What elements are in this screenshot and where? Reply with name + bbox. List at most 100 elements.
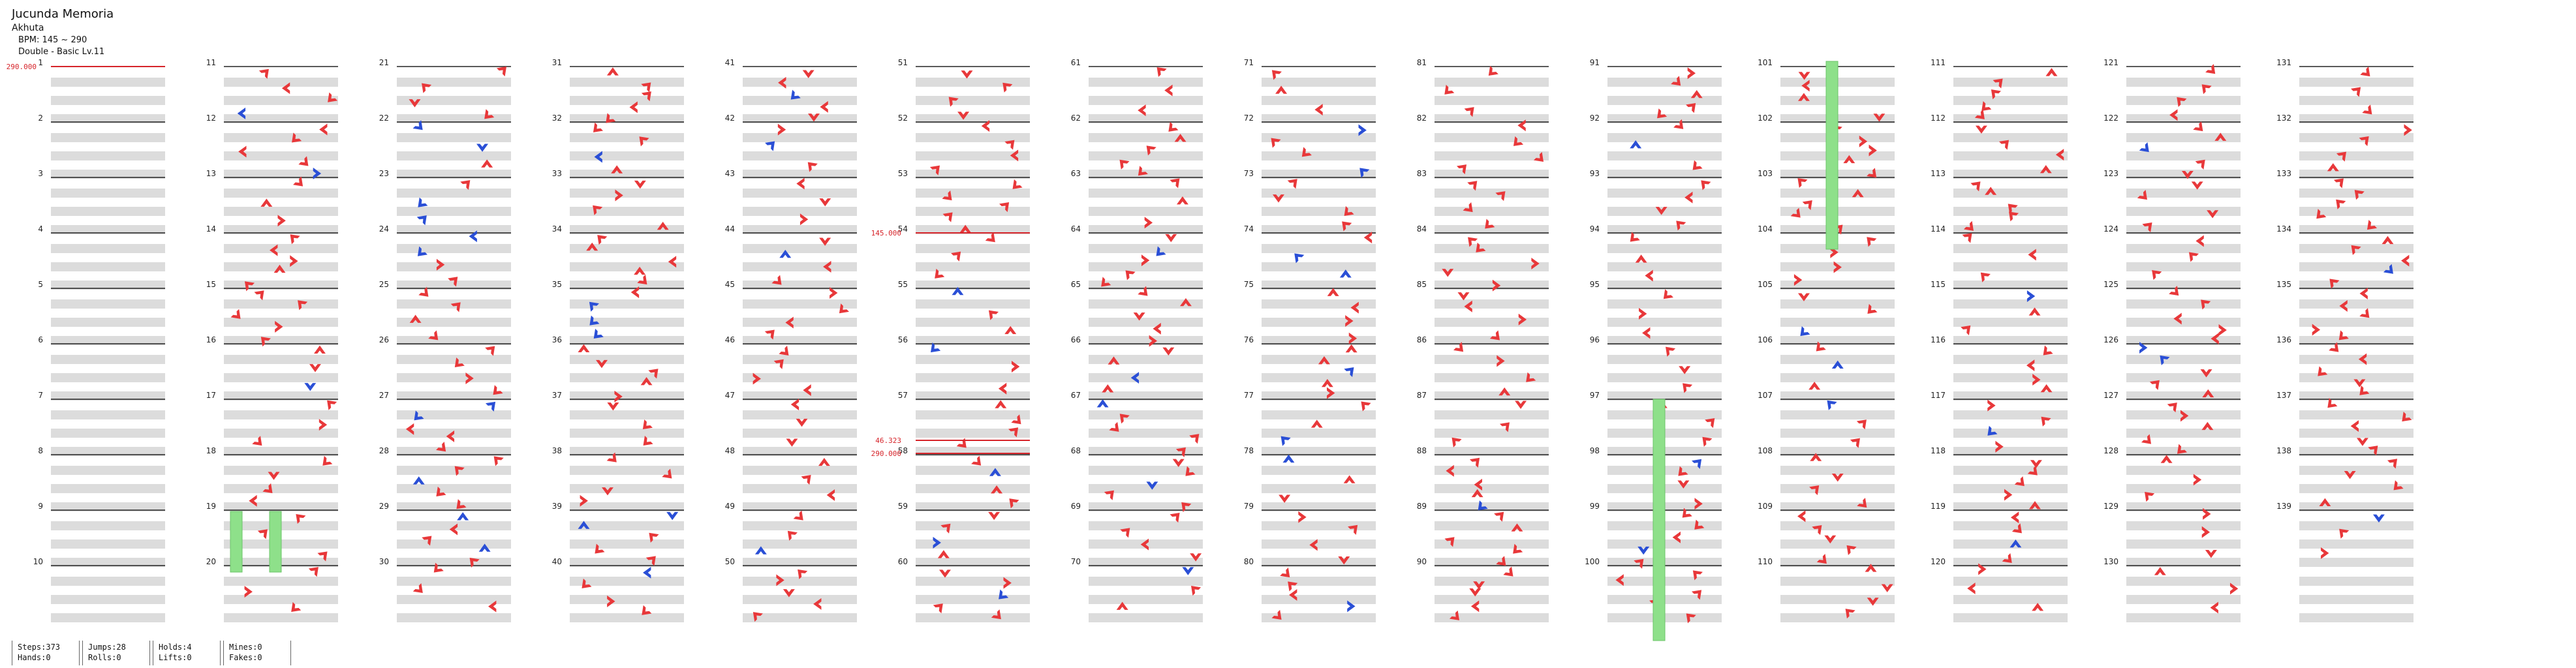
measure-number: 36 (552, 335, 562, 344)
measure-43: 43 (725, 169, 857, 234)
measure-number: 88 (1417, 446, 1427, 455)
arrow-shape (1830, 246, 1839, 258)
arrow-icon (818, 457, 830, 466)
measure-123: 123 (2103, 169, 2241, 234)
arrow-shape (317, 551, 328, 562)
arrow-icon (657, 221, 669, 230)
bpm-change-label: 145.000 (871, 229, 901, 237)
lane-band (1607, 114, 1722, 123)
arrow-icon (1343, 475, 1356, 483)
arrow-shape (1185, 466, 1196, 476)
measure-112: 112 (1931, 114, 2068, 179)
arrow-shape (937, 550, 950, 558)
arrow-shape (1345, 344, 1358, 353)
arrow-icon (779, 249, 792, 258)
arrow-shape (1470, 600, 1480, 613)
arrow-icon (448, 277, 458, 287)
lane-band (397, 466, 511, 475)
arrow-icon (2045, 68, 2058, 76)
measure-11: 11 (206, 58, 338, 123)
arrow-shape (1867, 237, 1877, 247)
arrow-icon (981, 120, 990, 132)
arrow-shape (1363, 232, 1373, 244)
lane-band (397, 410, 511, 419)
arrow-icon (1963, 220, 1974, 231)
arrow-icon (2139, 342, 2148, 354)
arrow-icon (2137, 190, 2147, 200)
arrow-shape (244, 281, 255, 292)
arrow-shape (957, 112, 970, 120)
arrow-icon (1009, 498, 1019, 509)
arrow-shape (2010, 511, 2019, 524)
lane-band (916, 373, 1030, 382)
arrow-shape (1793, 274, 1803, 286)
measure-number: 124 (2103, 224, 2118, 234)
lane-band (397, 447, 511, 456)
arrow-shape (1517, 119, 1526, 132)
arrow-icon (244, 586, 253, 598)
measure-number: 109 (1758, 502, 1773, 511)
measure-number: 99 (1590, 502, 1600, 511)
arrow-icon (496, 67, 507, 77)
arrow-icon (2229, 583, 2239, 595)
arrow-shape (2152, 270, 2162, 281)
lane-band (743, 78, 857, 87)
lane-band (570, 410, 684, 419)
arrow-icon (957, 112, 970, 120)
lane-band (1953, 521, 2068, 530)
arrow-shape (2214, 132, 2227, 141)
lane-band (51, 429, 165, 438)
measure-number: 95 (1590, 280, 1600, 289)
measure-58: 58 (898, 446, 1030, 511)
arrow-icon (298, 300, 308, 311)
arrow-shape (2319, 498, 2331, 506)
arrow-icon (1287, 179, 1297, 189)
arrow-shape (1985, 187, 1997, 195)
measure-35: 35 (552, 280, 684, 345)
arrow-icon (773, 359, 784, 369)
measure-76: 76 (1244, 335, 1376, 401)
arrow-shape (1133, 312, 1145, 321)
arrow-shape (2169, 286, 2179, 296)
lane-band (2126, 78, 2241, 87)
arrow-shape (773, 359, 784, 369)
arrow-icon (643, 435, 653, 446)
arrow-shape (2205, 64, 2216, 74)
arrow-icon (2002, 553, 2012, 564)
measure-34: 34 (552, 224, 684, 290)
arrow-shape (1974, 109, 1985, 119)
lane-band (1435, 373, 1549, 382)
arrow-icon (1692, 459, 1702, 469)
arrow-shape (1797, 510, 1806, 523)
arrow-icon (1451, 437, 1462, 448)
measure-number: 137 (2276, 391, 2291, 400)
arrow-shape (1859, 135, 1868, 147)
arrow-shape (991, 609, 1001, 620)
lane-band (916, 558, 1030, 567)
arrow-shape (802, 70, 815, 78)
lane-band (916, 170, 1030, 179)
lane-band (1607, 299, 1722, 309)
lane-band (397, 558, 511, 567)
arrow-shape (2359, 308, 2370, 318)
measure-26: 26 (379, 335, 511, 401)
lane-band (2299, 114, 2413, 123)
lane-band (916, 244, 1030, 253)
arrow-shape (981, 120, 990, 132)
arrow-shape (2010, 539, 2022, 548)
arrow-shape (450, 302, 461, 312)
arrow-shape (578, 521, 590, 529)
arrow-shape (640, 377, 653, 386)
measure-number: 21 (379, 58, 389, 67)
arrow-icon (2043, 345, 2053, 356)
arrow-icon (412, 476, 425, 485)
arrow-icon (2387, 459, 2398, 469)
lane-band (1953, 281, 2068, 290)
measure-85: 85 (1417, 280, 1549, 345)
arrow-icon (2154, 567, 2166, 575)
arrow-shape (2139, 142, 2149, 153)
lane-band (743, 410, 857, 419)
arrow-icon (2359, 385, 2370, 395)
measure-7: 7 (38, 391, 165, 456)
measure-47: 47 (725, 391, 857, 456)
